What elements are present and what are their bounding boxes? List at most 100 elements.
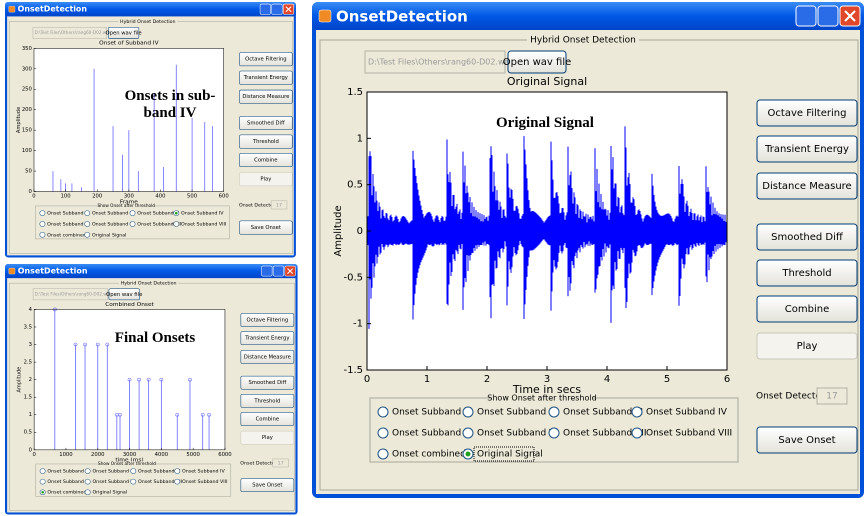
button-label[interactable]: Octave Filtering	[245, 57, 287, 63]
radio-button[interactable]	[40, 479, 45, 484]
radio-button[interactable]	[463, 428, 473, 438]
radio-label[interactable]: Onset Subband VI	[92, 221, 134, 227]
radio-button[interactable]	[378, 407, 388, 417]
radio-button[interactable]	[40, 211, 45, 216]
y-tick-label: 0.5	[24, 430, 32, 436]
button-label[interactable]: Save Onset	[252, 483, 282, 489]
radio-label[interactable]: Onset Subband IV	[182, 469, 226, 475]
radio-label[interactable]: Onset combined	[47, 232, 86, 238]
radio-button[interactable]	[131, 469, 136, 474]
button-label[interactable]: Open wav file	[106, 292, 142, 298]
radio-label[interactable]: Onset Subband III	[137, 211, 179, 217]
maximize-button[interactable]	[273, 266, 284, 276]
radio-button[interactable]	[85, 211, 90, 216]
button-label[interactable]: Smoothed Diff	[771, 232, 844, 243]
button-label: Play	[260, 177, 271, 183]
radio-button[interactable]	[85, 479, 90, 484]
radio-button[interactable]	[378, 428, 388, 438]
button-label[interactable]: Distance Measure	[242, 94, 289, 100]
button-label: Play	[797, 341, 818, 352]
minimize-button[interactable]	[796, 6, 816, 26]
radio-button[interactable]	[378, 449, 388, 459]
button-label[interactable]: Combine	[785, 304, 829, 315]
radio-button[interactable]	[175, 479, 180, 484]
button-label[interactable]: Transient Energy	[243, 75, 288, 81]
radio-label[interactable]: Onset Subband II	[92, 211, 133, 217]
radio-label[interactable]: Onset Subband III	[138, 469, 180, 475]
button-label[interactable]: Open wav file	[106, 30, 142, 36]
button-label[interactable]: Smoothed Diff	[248, 380, 286, 386]
app-icon	[9, 268, 15, 274]
button-label[interactable]: Combine	[254, 158, 277, 164]
y-tick-label: 50	[25, 169, 32, 175]
radio-label[interactable]: Onset Subband IV	[646, 408, 728, 418]
radio-button[interactable]	[40, 469, 45, 474]
radio-button[interactable]	[632, 428, 642, 438]
radio-button[interactable]	[174, 221, 179, 226]
button-label[interactable]: Transient Energy	[244, 336, 289, 342]
radio-label[interactable]: Onset Subband I	[392, 408, 467, 418]
radio-label[interactable]: Onset Subband VIII	[646, 429, 732, 439]
button-label[interactable]: Smoothed Diff	[247, 121, 285, 127]
y-tick-label: 3.5	[24, 325, 32, 331]
radio-button[interactable]	[130, 211, 135, 216]
radio-button[interactable]	[40, 232, 45, 237]
button-label[interactable]: Threshold	[252, 139, 279, 145]
radio-label[interactable]: Onset combined	[47, 490, 86, 496]
radio-button[interactable]	[85, 232, 90, 237]
file-path: D:\Test Files\Others\rang60-D02.wav	[35, 291, 113, 296]
minimize-button[interactable]	[260, 4, 271, 14]
radio-button[interactable]	[463, 407, 473, 417]
radio-label[interactable]: Onset Subband II	[477, 408, 554, 418]
minimize-button[interactable]	[262, 266, 273, 276]
radio-label[interactable]: Original Signal	[92, 490, 127, 496]
button-label[interactable]: Threshold	[781, 268, 831, 279]
radio-label[interactable]: Onset Subband II	[92, 469, 133, 475]
button-label[interactable]: Combine	[256, 417, 279, 423]
radio-button[interactable]	[549, 407, 559, 417]
x-tick-label: 3000	[123, 452, 136, 458]
radio-button[interactable]	[40, 221, 45, 226]
button-label[interactable]: Octave Filtering	[247, 318, 289, 324]
x-tick-label: 5	[664, 374, 670, 385]
button-label[interactable]: Distance Measure	[762, 181, 851, 192]
y-tick-label: 1.5	[24, 395, 32, 401]
button-label[interactable]: Threshold	[253, 398, 280, 404]
radio-button[interactable]	[85, 469, 90, 474]
chart-title: Original Signal	[507, 75, 587, 88]
maximize-button[interactable]	[818, 6, 838, 26]
button-label[interactable]: Octave Filtering	[768, 108, 847, 119]
radio-label[interactable]: Onset Subband V	[47, 479, 89, 485]
y-tick-label: -1.5	[343, 365, 363, 376]
radio-label[interactable]: Onset Subband III	[563, 408, 643, 418]
radio-label[interactable]: Onset Subband VI	[92, 479, 135, 485]
radio-button[interactable]	[632, 407, 642, 417]
maximize-button[interactable]	[272, 4, 283, 14]
button-label[interactable]: Save Onset	[778, 435, 835, 446]
y-tick-label: 2	[29, 377, 32, 383]
radio-label[interactable]: Onset Subband I	[47, 469, 86, 475]
radio-label[interactable]: Onset Subband V	[392, 429, 471, 439]
y-tick-label: -0.5	[343, 272, 363, 283]
radio-label[interactable]: Onset Subband V	[47, 221, 89, 227]
button-label[interactable]: Save Onset	[251, 225, 281, 231]
radio-label[interactable]: Onset Subband VI	[477, 429, 558, 439]
radio-label[interactable]: Original Signal	[477, 450, 543, 460]
radio-label[interactable]: Onset Subband IV	[181, 211, 224, 217]
radio-button[interactable]	[130, 221, 135, 226]
window: OnsetDetectionHybrid Onset DetectionD:\T…	[5, 264, 298, 514]
radio-button[interactable]	[85, 490, 90, 495]
y-tick-label: 0.5	[347, 180, 363, 191]
radio-label[interactable]: Onset Subband I	[47, 211, 86, 217]
radio-label[interactable]: Onset Subband VIII	[181, 221, 226, 227]
radio-label[interactable]: Original Signal	[92, 232, 127, 238]
radio-button[interactable]	[131, 479, 136, 484]
button-label[interactable]: Distance Measure	[244, 354, 291, 360]
radio-label[interactable]: Onset Subband VIII	[182, 479, 227, 485]
radio-label[interactable]: Onset combined	[392, 450, 466, 460]
radio-button[interactable]	[549, 428, 559, 438]
radio-button[interactable]	[85, 221, 90, 226]
radio-button[interactable]	[175, 469, 180, 474]
button-label[interactable]: Open wav file	[503, 57, 572, 68]
button-label[interactable]: Transient Energy	[764, 144, 849, 155]
